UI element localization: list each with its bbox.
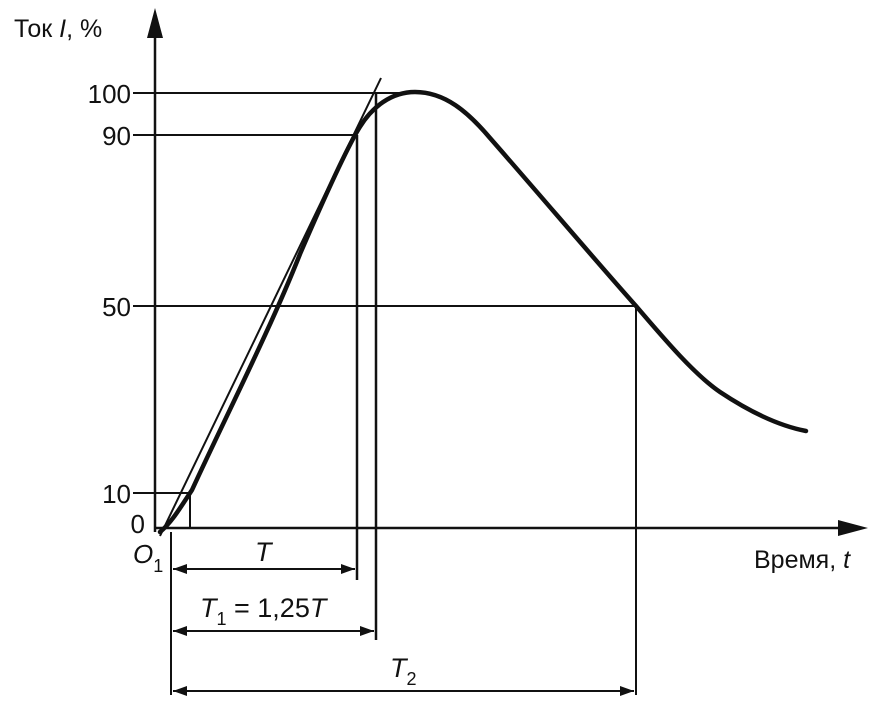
x-axis-arrowhead xyxy=(838,520,868,536)
y-axis-title: Ток I, % xyxy=(14,15,102,43)
interval-t2-label: T2 xyxy=(390,653,417,689)
y-tick-label-50: 50 xyxy=(102,292,131,322)
origin-label: O1 xyxy=(133,539,163,576)
interval-t1-label: T1 = 1,25T xyxy=(200,593,329,629)
y-tick-label-90: 90 xyxy=(102,121,131,151)
x-axis-title: Время, t xyxy=(754,546,851,574)
impulse-curve xyxy=(157,89,809,535)
y-tick-label-0: 0 xyxy=(131,509,145,539)
y-tick-label-10: 10 xyxy=(102,479,131,509)
y-axis-arrowhead xyxy=(147,8,163,38)
interval-t-label: T xyxy=(255,537,274,567)
y-tick-label-100: 100 xyxy=(88,79,131,109)
